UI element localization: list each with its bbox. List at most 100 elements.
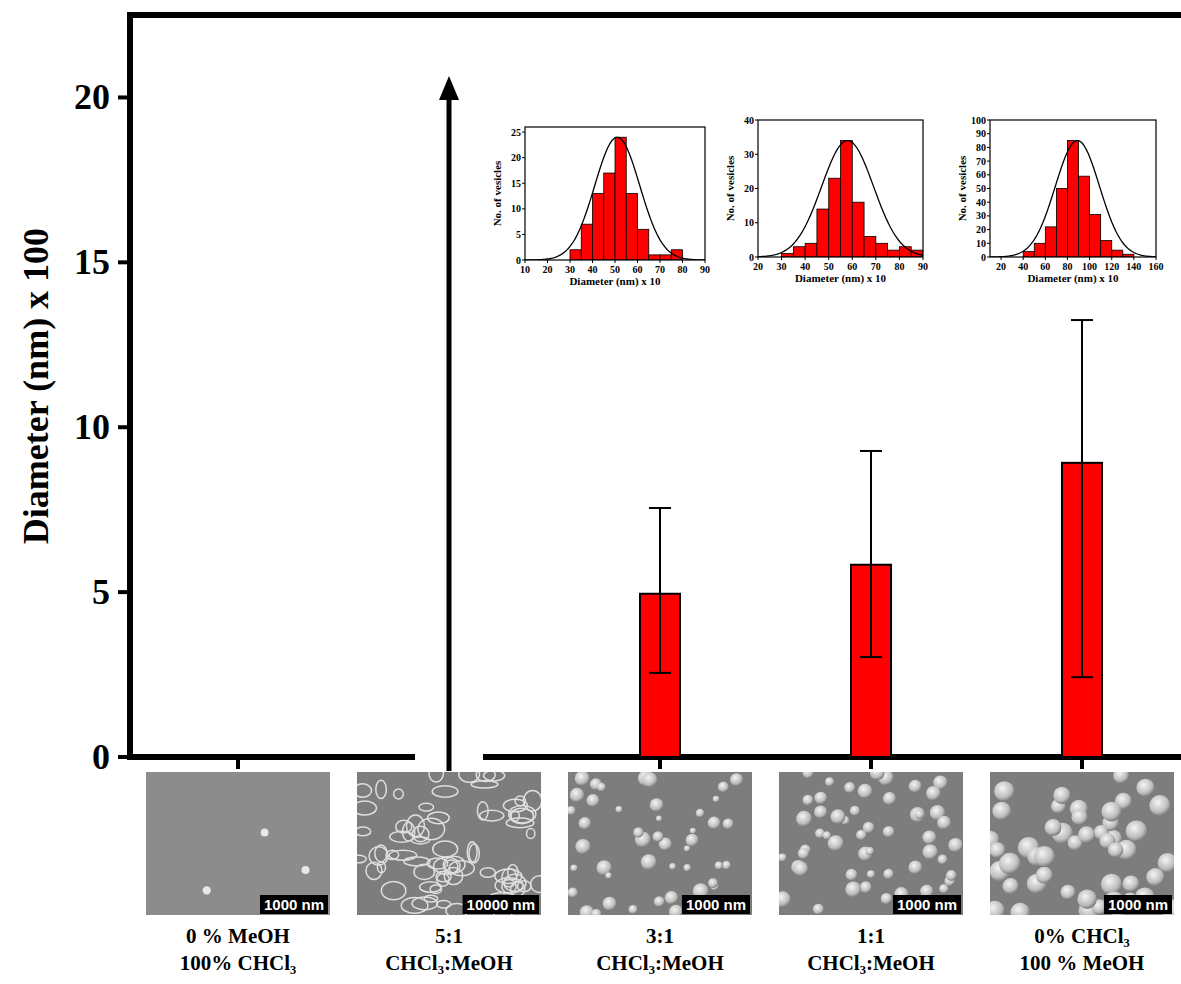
histogram-bar <box>1045 227 1056 257</box>
particle <box>603 897 617 911</box>
texture <box>357 827 371 836</box>
label-line: 100% CHCl₃ <box>180 951 297 975</box>
x-tick <box>570 260 571 263</box>
histogram-bar <box>864 236 876 257</box>
particle <box>633 827 643 837</box>
particle <box>937 816 951 830</box>
scale-label: 10000 nm <box>467 896 535 913</box>
error-cap <box>860 450 882 452</box>
error-cap <box>649 507 671 509</box>
x-tick <box>1067 257 1068 260</box>
y-tick-label: 0 <box>981 252 986 263</box>
particle <box>1101 802 1121 822</box>
histogram-bar <box>888 250 900 257</box>
error-bar <box>649 508 671 673</box>
x-tick <box>1089 257 1090 260</box>
texture <box>429 772 443 782</box>
scale-label-bg <box>893 895 961 914</box>
histogram-bar <box>1056 189 1067 258</box>
particle <box>1077 889 1096 908</box>
particle <box>938 855 948 865</box>
y-tick-label: 70 <box>976 156 986 167</box>
x-tick-label: 40 <box>800 261 810 272</box>
particle <box>779 853 786 861</box>
texture <box>432 786 458 798</box>
particle <box>575 839 590 854</box>
scale-label-bg <box>682 895 750 914</box>
particle <box>730 773 743 786</box>
x-tick-label: 50 <box>824 261 834 272</box>
particle <box>605 872 612 879</box>
particle <box>939 884 948 893</box>
label-line: CHCl₃:MeOH <box>596 951 724 975</box>
histogram-bar <box>841 141 853 257</box>
particle <box>616 806 623 813</box>
x-tick-label: 160 <box>1149 261 1164 272</box>
x-tick-label: 30 <box>777 261 787 272</box>
histogram-bar <box>1079 176 1090 257</box>
y-tick <box>522 260 525 261</box>
histogram-bar <box>817 209 829 257</box>
particle <box>568 888 578 898</box>
x-tick <box>1133 257 1134 260</box>
x-tick-label: 70 <box>655 264 665 275</box>
histogram-bar <box>581 224 592 260</box>
y-tick <box>522 157 525 158</box>
y-tick <box>755 188 758 189</box>
particle <box>641 854 657 870</box>
y-tick <box>987 133 990 134</box>
particle <box>570 788 585 803</box>
y-tick-label: 0 <box>92 737 110 777</box>
particle <box>1108 842 1123 857</box>
y-axis-title: No. of vesicles <box>956 155 968 221</box>
y-tick-label: 10 <box>511 203 521 214</box>
speck <box>301 866 309 874</box>
y-tick-label: 30 <box>976 210 986 221</box>
particle <box>718 782 729 793</box>
particle <box>803 772 814 778</box>
histogram-bar <box>829 178 841 257</box>
particle <box>883 826 895 838</box>
speck <box>203 886 211 894</box>
x-tick-label: 0% CHCl₃100 % MeOH <box>1020 924 1145 975</box>
y-tick <box>522 208 525 209</box>
particle <box>946 870 957 881</box>
sem-image <box>357 772 541 915</box>
speck <box>261 829 269 837</box>
y-tick <box>522 183 525 184</box>
particle <box>926 786 940 800</box>
sem-image <box>779 772 963 915</box>
arrow-head <box>439 76 459 100</box>
particle <box>650 798 664 812</box>
x-tick-label: 50 <box>610 264 620 275</box>
particle <box>994 781 1014 801</box>
particle <box>597 783 606 792</box>
y-tick-label: 50 <box>976 183 986 194</box>
error-line <box>659 508 661 673</box>
particle <box>1123 875 1140 892</box>
texture <box>444 867 463 884</box>
x-tick <box>805 257 806 260</box>
x-tick-label: 80 <box>1062 261 1072 272</box>
histogram-bar <box>852 202 864 257</box>
y-tick <box>987 202 990 203</box>
label-line: 3:1 <box>646 924 674 948</box>
label-line: CHCl₃:MeOH <box>385 951 513 975</box>
texture <box>404 857 430 866</box>
particle <box>708 878 718 888</box>
histogram-bar <box>876 243 888 257</box>
particle <box>923 844 938 859</box>
texture <box>357 855 366 863</box>
bars <box>640 320 1102 757</box>
texture <box>471 781 498 788</box>
texture <box>484 772 505 781</box>
particle <box>860 881 872 893</box>
particle <box>831 809 846 824</box>
label-line: 0% CHCl₃ <box>1034 924 1130 948</box>
error-line <box>1081 320 1083 677</box>
texture <box>412 837 430 844</box>
particle <box>1053 787 1070 804</box>
x-tick-label: 80 <box>894 261 904 272</box>
scale-label: 1000 nm <box>686 896 746 913</box>
sem-image <box>146 772 330 915</box>
